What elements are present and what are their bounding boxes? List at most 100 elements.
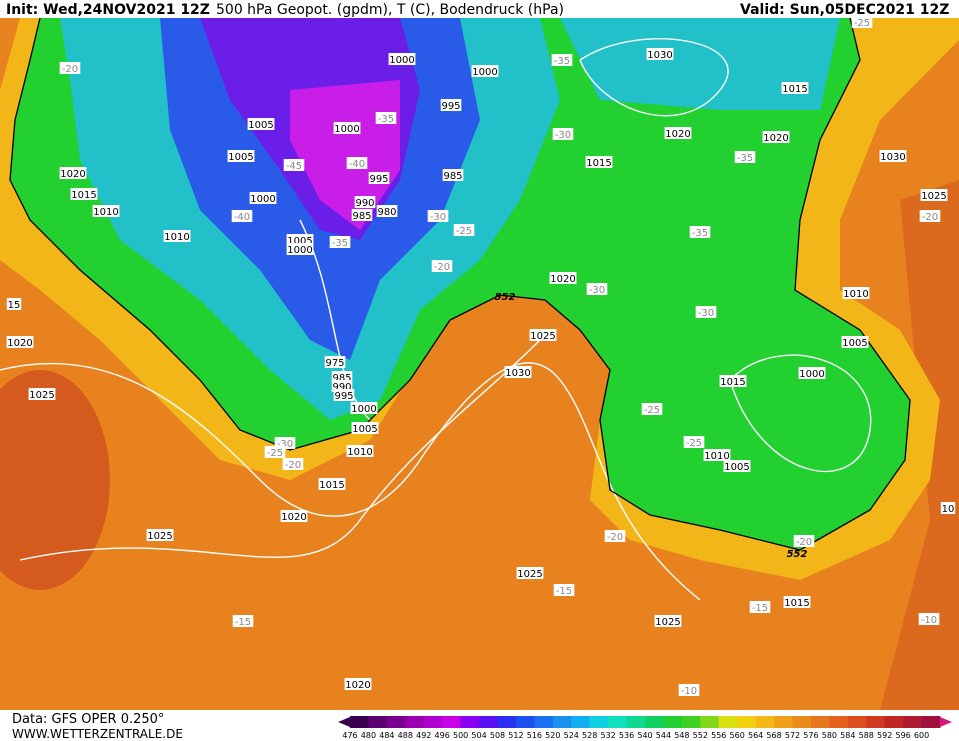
legend-swatch [405,716,425,728]
label-box [283,159,305,171]
legend-swatch [571,716,591,728]
legend-swatch [866,716,886,728]
site-url: WWW.WETTERZENTRALE.DE [12,727,183,741]
label-box [333,122,361,134]
isobar-label: 1020 [281,512,306,523]
legend-swatch [552,716,572,728]
label-box [70,188,98,200]
label-box [703,449,731,461]
isobar-label: 1000 [389,55,414,66]
label-box [678,684,700,696]
legend-swatch [589,716,609,728]
isobar-label: -25 [854,18,870,29]
label-box [798,367,826,379]
isobar-label: 1015 [586,158,611,169]
legend-label: 496 [435,731,450,740]
label-box [940,502,956,514]
label-box [329,236,351,248]
label-box [552,128,574,140]
legend-label: 544 [656,731,671,740]
label-box [376,205,398,217]
legend-swatch [663,716,683,728]
legend-swatch [626,716,646,728]
label-box [333,389,355,401]
label-box [529,329,557,341]
legend-swatch [903,716,923,728]
label-box [442,169,464,181]
isobar-label: -35 [554,56,570,67]
isobar-label: 995 [369,174,388,185]
isobar-label: 1000 [334,124,359,135]
legend-label: 484 [379,731,394,740]
isobar-label: 1030 [880,152,905,163]
label-box [346,157,368,169]
legend-label: 552 [693,731,708,740]
label-box [762,131,790,143]
isobar-label: -25 [644,405,660,416]
legend-swatch [810,716,830,728]
legend-swatch [442,716,462,728]
label-box [346,445,374,457]
isobar-label: -40 [349,159,365,170]
isobar-label: -25 [456,226,472,237]
legend-label: 536 [619,731,634,740]
legend-swatch [608,716,628,728]
isobar-label: 1020 [665,129,690,140]
legend-label: 556 [711,731,726,740]
map-title: 500 hPa Geopot. (gpdm), T (C), Bodendruc… [216,2,564,18]
label-box [471,65,499,77]
label-box [227,150,255,162]
isobar-label: 1025 [147,531,172,542]
legend-label: 560 [730,731,745,740]
isobar-label: -30 [589,285,605,296]
isobar-label: 1015 [782,84,807,95]
zone-cyan [560,18,840,110]
legend-swatch [423,716,443,728]
isobar-label: 1005 [248,120,273,131]
label-box [695,306,717,318]
label-box [92,205,120,217]
label-box [920,189,948,201]
isobar-label: 990 [355,198,374,209]
legend-label: 540 [637,731,652,740]
legend-label: 600 [914,731,929,740]
isobar-label: 975 [325,358,344,369]
isobar-label: 995 [334,391,353,402]
isobar-label: 1000 [287,245,312,256]
legend-label: 504 [471,731,486,740]
warm-area [880,180,959,710]
legend-label: 508 [490,731,505,740]
label-box [783,596,811,608]
legend-label: 576 [803,731,818,740]
valid-text: Valid: Sun,05DEC2021 12Z [740,2,949,18]
label-box [440,99,462,111]
label-box [282,458,304,470]
legend-swatch [515,716,535,728]
legend-swatch [497,716,517,728]
warm-area [0,370,110,590]
label-box [388,53,416,65]
isobar-label: -20 [62,64,78,75]
isobar-label: 10 [942,504,955,515]
isobar-label: 990 [332,382,351,393]
isobar-label: -25 [686,438,702,449]
isobar-label: -35 [737,153,753,164]
isobar-label: 1020 [550,274,575,285]
isobar-label: 1020 [763,133,788,144]
legend-label: 520 [545,731,560,740]
label-box [919,210,941,222]
isobar-label: -10 [681,686,697,697]
label-box [586,283,608,295]
isobar-label: 1005 [724,462,749,473]
legend-arrow [940,717,952,727]
label-box [646,48,674,60]
label-box [247,118,275,130]
contour-552 [9,17,911,551]
legend-arrow [338,717,350,727]
legend-label: 492 [416,731,431,740]
isobar-label: -20 [922,212,938,223]
label-box [146,529,174,541]
isobar-label: 1005 [228,152,253,163]
legend-label: 588 [859,731,874,740]
